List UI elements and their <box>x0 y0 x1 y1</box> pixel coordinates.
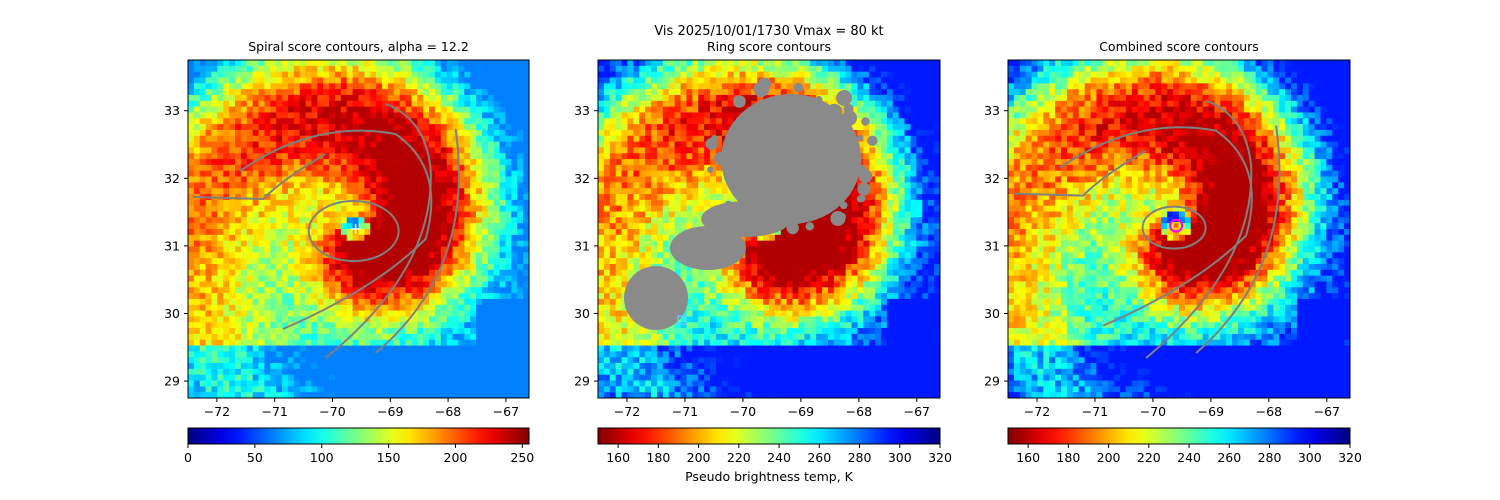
x-axis: −72 −71 −70 −69 −68 −67 <box>1024 398 1340 419</box>
colorbar-tick-label: 200 <box>1097 450 1121 465</box>
x-tick-label: −72 <box>1024 404 1050 419</box>
colorbar-tick-label: 220 <box>727 450 751 465</box>
colorbar-label: Pseudo brightness temp, K <box>685 469 854 484</box>
y-tick-label: 30 <box>164 306 180 321</box>
colorbar-tick-label: 200 <box>444 450 468 465</box>
colorbar-tick-label: 160 <box>1016 450 1040 465</box>
x-tick-label: −69 <box>1198 404 1224 419</box>
x-tick-label: −68 <box>1256 404 1282 419</box>
colorbar: 160 180 200 220 240 260 280 300 320 Pseudo bright… <box>597 427 952 484</box>
y-tick-label: 31 <box>574 238 590 253</box>
y-tick-label: 32 <box>984 171 1000 186</box>
y-tick-label: 30 <box>574 306 590 321</box>
colorbar-tick-label: 260 <box>807 450 831 465</box>
colorbar-tick-label: 50 <box>247 450 263 465</box>
score-contours <box>624 77 878 330</box>
colorbar-tick-label: 180 <box>1056 450 1080 465</box>
heatmap-image <box>188 60 529 398</box>
x-tick-label: −67 <box>1314 404 1340 419</box>
x-tick-label: −67 <box>904 404 930 419</box>
y-tick-label: 33 <box>164 103 180 118</box>
colorbar-tick-label: 220 <box>1137 450 1161 465</box>
x-tick-label: −68 <box>435 404 461 419</box>
axes-frame <box>187 59 530 399</box>
colorbar-tick-label: 250 <box>510 450 534 465</box>
colorbar-tick-label: 180 <box>646 450 670 465</box>
x-tick-label: −70 <box>730 404 756 419</box>
colorbar-tick-label: 240 <box>767 450 791 465</box>
y-tick-label: 29 <box>984 374 1000 389</box>
colorbar-tick-label: 160 <box>606 450 630 465</box>
colorbar-tick-label: 150 <box>377 450 401 465</box>
colorbar-tick-label: 280 <box>1258 450 1282 465</box>
colorbar: 0 50 100 150 200 250 <box>184 427 534 465</box>
suptitle: Vis 2025/10/01/1730 Vmax = 80 kt <box>654 24 883 39</box>
x-tick-label: −70 <box>319 404 345 419</box>
panel-3: Combined score contours −72 −71 −70 −69 −68 −6… <box>984 39 1362 465</box>
score-contours <box>1012 99 1281 359</box>
panel-title: Spiral score contours, alpha = 12.2 <box>248 39 469 54</box>
y-tick-label: 30 <box>984 306 1000 321</box>
x-tick-label: −67 <box>493 404 519 419</box>
panel-1: Spiral score contours, alpha = 12.2−72 −7… <box>164 39 534 465</box>
x-tick-label: −69 <box>377 404 403 419</box>
x-axis: −72 −71 −70 −69 −68 −67 <box>204 398 519 419</box>
colorbar-tick-label: 240 <box>1177 450 1201 465</box>
colorbar: 160 180 200 220 240 260 280 300 320 <box>1007 427 1362 465</box>
panel-title: Combined score contours <box>1099 39 1259 54</box>
y-axis: 29 30 31 32 33 <box>574 103 598 389</box>
center-marker <box>350 224 361 234</box>
panel-2: Ring score contours −72 −71 −70 −69 −68 −67 29 3… <box>574 39 952 484</box>
y-tick-label: 32 <box>164 171 180 186</box>
ring-contour-cluster <box>624 77 878 330</box>
x-axis: −72 −71 −70 −69 −68 −67 <box>614 398 930 419</box>
x-tick-label: −68 <box>846 404 872 419</box>
x-tick-label: −72 <box>614 404 640 419</box>
x-tick-label: −72 <box>204 404 230 419</box>
center-marker <box>1169 218 1184 233</box>
score-contours <box>192 103 460 359</box>
colorbar-tick-label: 320 <box>1338 450 1362 465</box>
axes-frame <box>597 59 941 399</box>
y-tick-label: 29 <box>164 374 180 389</box>
colorbar-tick-label: 100 <box>310 450 334 465</box>
colorbar-tick-label: 280 <box>848 450 872 465</box>
y-tick-label: 33 <box>984 103 1000 118</box>
y-tick-label: 32 <box>574 171 590 186</box>
panel-title: Ring score contours <box>707 39 831 54</box>
colorbar-tick-label: 260 <box>1217 450 1241 465</box>
heatmap-image <box>598 60 940 398</box>
y-tick-label: 33 <box>574 103 590 118</box>
y-axis: 29 30 31 32 33 <box>164 103 188 389</box>
colorbar-tick-label: 0 <box>184 450 192 465</box>
x-tick-label: −71 <box>672 404 698 419</box>
y-tick-label: 31 <box>984 238 1000 253</box>
x-tick-label: −70 <box>1140 404 1166 419</box>
x-tick-label: −71 <box>261 404 287 419</box>
x-tick-label: −69 <box>788 404 814 419</box>
colorbar-tick-label: 300 <box>888 450 912 465</box>
colorbar-tick-label: 200 <box>687 450 711 465</box>
axes-frame <box>1007 59 1351 399</box>
colorbar-tick-label: 320 <box>928 450 952 465</box>
colorbar-tick-label: 300 <box>1298 450 1322 465</box>
x-tick-label: −71 <box>1082 404 1108 419</box>
y-tick-label: 29 <box>574 374 590 389</box>
y-axis: 29 30 31 32 33 <box>984 103 1008 389</box>
y-tick-label: 31 <box>164 238 180 253</box>
center-marker <box>677 315 687 326</box>
